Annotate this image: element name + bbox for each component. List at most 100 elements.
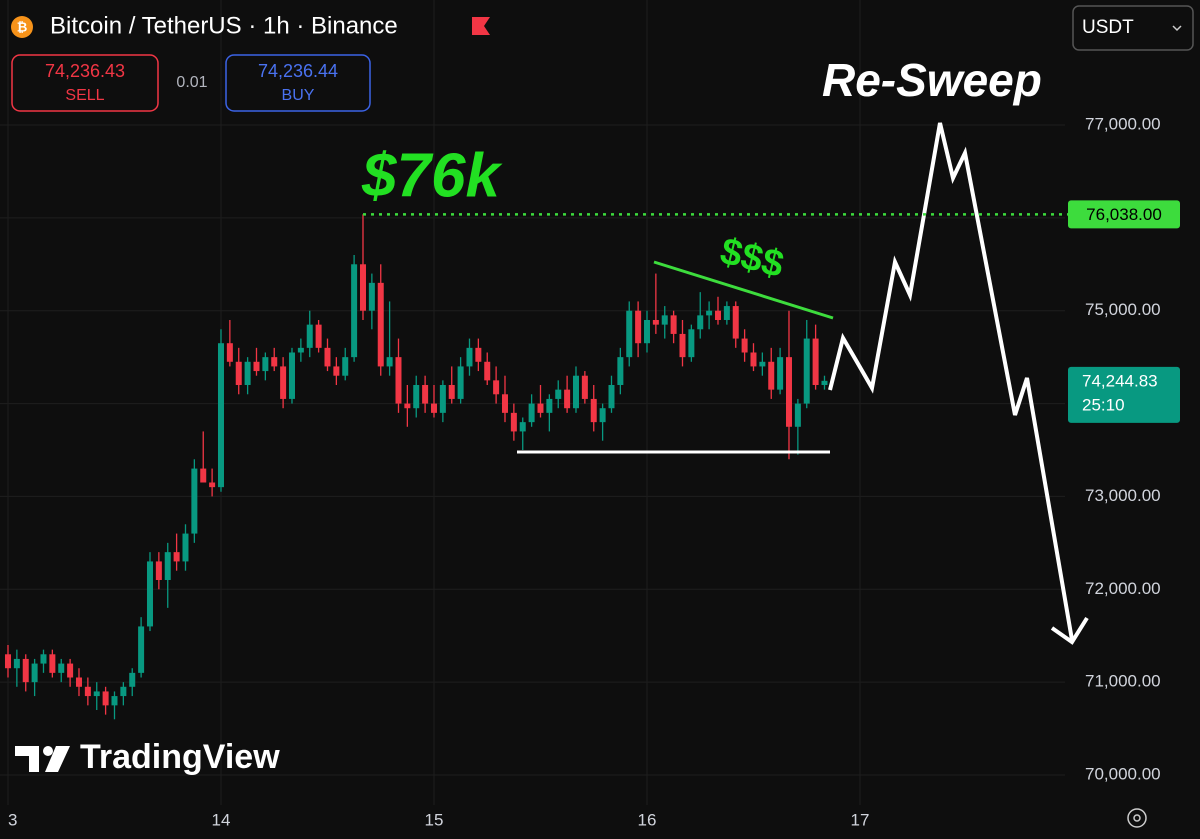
buy-price: 74,236.44 [258,61,338,81]
candle-body [626,310,633,358]
candle-body [590,398,597,423]
candle-body [368,282,375,311]
candle-body [475,347,482,362]
chevron-icon [1172,25,1182,32]
annotation-re-sweep: Re-Sweep [822,54,1042,106]
candle-body [803,338,810,404]
candle-body [564,389,571,409]
candle-body [555,389,562,399]
candle-body [759,361,766,367]
candle-body [377,282,384,367]
candle-body [395,357,402,404]
candle-body [209,482,216,488]
candle-body [484,361,491,381]
x-tick-label: 15 [425,810,444,829]
candle-body [191,468,198,534]
candle-body [31,663,38,683]
candle-body [741,338,748,353]
level-label-box [1068,200,1180,229]
candle-body [67,663,74,678]
candle-body [519,422,526,432]
candle-body [58,663,65,673]
candle-body [253,361,260,372]
candle-body [75,677,82,687]
candle-body [617,357,624,385]
last-price-label: 74,244.83 [1082,371,1158,390]
tradingview-logo: TradingView [15,738,280,776]
candle-body [422,384,429,404]
candle-body [643,319,650,344]
candle-body [182,533,189,562]
symbol-title: Bitcoin / TetherUS · 1h · Binance [50,12,398,39]
candle-body [697,315,704,330]
candle-body [430,403,437,413]
candle-body [723,306,730,320]
candle-body [155,561,162,581]
last-price-box [1068,366,1180,423]
candle-body [572,375,579,409]
candles [4,214,828,720]
candle-body [821,380,828,385]
candle-body [271,357,278,367]
candle-body [146,561,153,627]
spread: 0.01 [176,74,207,91]
logo-dot [43,746,53,756]
currency-select[interactable] [1072,5,1194,51]
candle-body [714,310,721,320]
logo-mark [15,746,39,772]
candle-body [510,412,517,432]
candle-body [768,361,775,390]
bitcoin-icon [11,16,33,38]
candle-body [466,347,473,367]
candle-body [679,333,686,358]
candle-body [324,347,331,367]
candle-body [342,357,349,376]
flag-icon[interactable] [472,17,490,35]
candle-body [493,380,500,395]
candle-body [351,264,358,358]
candle-body [439,384,446,413]
projection-arrowhead [1050,616,1089,645]
candle-body [102,691,109,706]
candle-body [226,343,233,362]
annotation-target: $76k [361,141,503,210]
candle-body [794,403,801,427]
candle-body [49,654,56,673]
sell-button[interactable] [11,54,159,112]
buy-label: BUY [282,87,315,104]
candle-body [22,658,29,683]
candle-body [501,394,508,413]
candle-body [581,375,588,399]
candle-body [13,658,20,669]
level-label: 76,038.00 [1086,205,1162,224]
candle-body [546,398,553,413]
candle-body [111,696,118,706]
settings-icon[interactable] [1127,808,1147,828]
candle-body [750,352,757,367]
candle-body [164,552,171,581]
candle-body [661,315,668,325]
candle-body [262,357,269,372]
candle-body [244,361,251,385]
candle-body [138,626,145,673]
currency-label: USDT [1082,17,1134,38]
y-tick-label: 75,000.00 [1085,300,1161,319]
candle-body [812,338,819,385]
candle-body [200,468,207,483]
candle-body [457,366,464,399]
bitcoin-icon-glyph: ₿ [17,19,28,34]
buy-button[interactable] [225,54,371,112]
projection-path [828,122,1074,641]
candle-body [785,357,792,427]
sell-label: SELL [65,87,104,104]
candle-body [120,686,127,697]
candle-body [413,384,420,409]
logo-text: TradingView [80,738,280,776]
candle-body [40,654,47,664]
settings-icon-center [1133,814,1141,822]
candle-body [386,357,393,367]
candle-body [315,324,322,348]
candle-body [404,403,411,409]
